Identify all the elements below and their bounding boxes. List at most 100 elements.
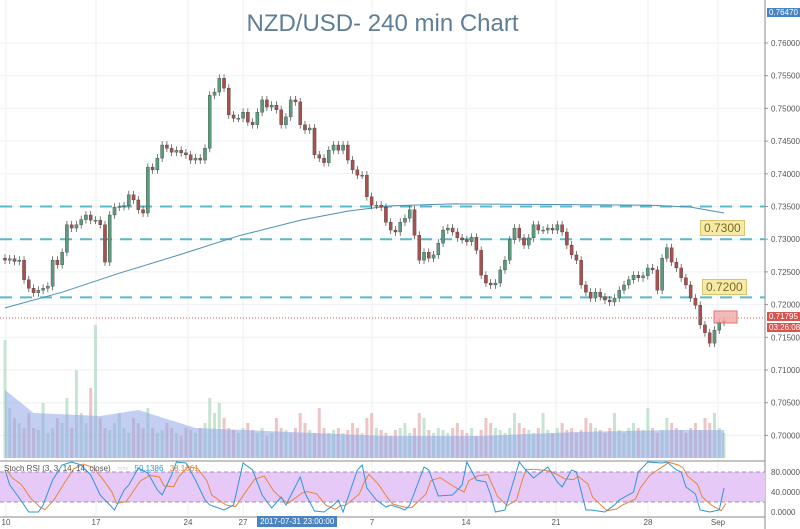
candle (355, 169, 360, 176)
y-tick-label: 0.73500 (771, 203, 800, 212)
candle (212, 91, 217, 96)
candle (227, 87, 231, 116)
candle (136, 199, 141, 210)
stoch-rsi-legend: Stoch RSI (3, 3, 14, 14, close) ▫▫▫▫ 50.… (4, 464, 203, 473)
candle (427, 252, 431, 259)
candle (103, 224, 107, 263)
candle (407, 209, 412, 219)
candle (3, 258, 7, 261)
y-tick-label: 0.70500 (771, 399, 800, 408)
candle (379, 205, 383, 208)
candle (422, 252, 426, 261)
candle (331, 144, 336, 151)
candle (522, 237, 526, 246)
candle (555, 224, 560, 231)
y-tick-label: 0.72500 (771, 268, 800, 277)
candle (531, 224, 536, 239)
candle (698, 305, 702, 326)
candle (441, 229, 445, 244)
candle (460, 237, 464, 241)
candle (512, 227, 517, 241)
candle (269, 104, 274, 108)
candle (255, 112, 260, 125)
candle (236, 118, 241, 120)
candle (155, 157, 160, 171)
candle (365, 174, 369, 197)
candle (393, 229, 398, 233)
candle (22, 259, 26, 280)
candle (31, 288, 36, 293)
candle (384, 207, 388, 223)
x-tick: 21 (551, 518, 561, 527)
candle (303, 124, 307, 131)
volume-bar (74, 370, 78, 458)
y-tick-label: 0.74000 (771, 170, 800, 179)
candle (36, 290, 41, 293)
x-tick: 24 (183, 518, 193, 527)
level-label-0.7200[interactable]: 0.7200 (702, 279, 747, 295)
candle (241, 112, 245, 119)
candle (217, 78, 222, 93)
candle (474, 237, 479, 251)
candle (141, 209, 145, 214)
candle (350, 159, 355, 171)
x-tick: 17 (91, 518, 101, 527)
x-tick: 10 (1, 518, 11, 527)
candle (8, 258, 12, 261)
candle (707, 332, 712, 344)
candle (74, 224, 79, 229)
candle (493, 282, 498, 286)
candle (488, 282, 493, 286)
candle (712, 329, 717, 344)
candle (674, 261, 679, 269)
candle (298, 101, 302, 125)
candle (108, 214, 112, 263)
stoch-tick-label: 80.0000 (771, 468, 800, 477)
stoch-rsi-label[interactable]: Stoch RSI (3, 3, 14, 14, close) (4, 464, 111, 473)
candle (536, 224, 541, 231)
candle (484, 275, 488, 284)
x-tick: 14 (461, 518, 471, 527)
candle (565, 231, 569, 246)
candle (431, 254, 436, 259)
candle (46, 286, 50, 289)
candle (631, 275, 636, 280)
candle (403, 218, 407, 223)
candle (279, 109, 283, 125)
candle (650, 267, 655, 271)
candle (598, 292, 602, 297)
candle (260, 99, 264, 113)
candle (198, 157, 202, 161)
y-tick-label: 0.73000 (771, 235, 800, 244)
candle (669, 247, 674, 263)
candle (307, 127, 312, 131)
candle (165, 144, 169, 149)
stoch-tick-label: 0.0000 (771, 508, 796, 517)
candle (65, 224, 69, 253)
stoch-band (0, 472, 765, 502)
candle (160, 144, 164, 159)
candle (617, 290, 621, 299)
candle (469, 237, 474, 242)
candle (569, 244, 574, 256)
candle (179, 150, 183, 154)
candle (88, 214, 93, 221)
candle (593, 292, 598, 299)
candle (455, 231, 460, 239)
candle (222, 78, 226, 89)
candle (398, 222, 402, 233)
last-price-tag: 0.71795 (767, 312, 800, 321)
level-label-0.7300[interactable]: 0.7300 (700, 220, 745, 236)
candle (17, 259, 22, 262)
candle (293, 99, 298, 103)
settings-icon[interactable]: ▫▫▫▫ (116, 464, 129, 473)
top-price-tag: 0.76470 (767, 8, 800, 17)
candle (374, 205, 379, 207)
candle (622, 284, 626, 291)
candle (607, 299, 612, 303)
candle (369, 196, 374, 206)
candle (527, 237, 531, 246)
candle (150, 167, 155, 171)
volume-ma-area (5, 390, 724, 458)
